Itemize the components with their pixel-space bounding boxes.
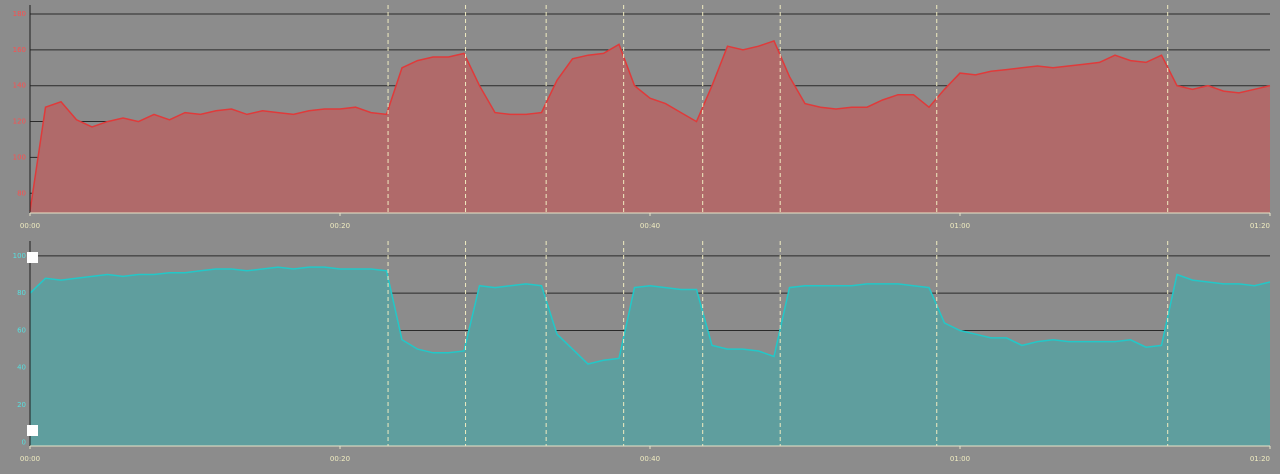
y-tick-label: 60 (17, 326, 26, 334)
range-handle-bottom[interactable] (27, 425, 38, 436)
y-tick-label: 140 (13, 82, 26, 90)
x-tick-label: 00:20 (330, 455, 350, 463)
area-fill (30, 267, 1270, 446)
x-tick-label: 00:20 (330, 222, 350, 230)
x-tick-label: 00:40 (640, 222, 660, 230)
x-tick-label: 01:00 (950, 455, 970, 463)
y-tick-label: 100 (13, 153, 26, 161)
x-tick-label: 00:00 (20, 222, 40, 230)
area-fill (30, 40, 1270, 214)
y-tick-label: 180 (13, 10, 26, 18)
y-tick-label: 100 (13, 252, 26, 260)
y-tick-label: 20 (17, 401, 26, 409)
plots: 80 100 120 140 160 180 00:00 00:20 00:40 01:00 01:… (13, 5, 1271, 463)
y-tick-label: 80 (17, 189, 26, 197)
y-tick-label: 120 (13, 118, 26, 126)
x-tick-label: 01:20 (1250, 222, 1270, 230)
y-tick-label: 0 (22, 438, 26, 446)
y-tick-label: 160 (13, 46, 26, 54)
x-tick-label: 00:00 (20, 455, 40, 463)
y-tick-label: 80 (17, 289, 26, 297)
range-handle-top[interactable] (27, 252, 38, 263)
area-line (29, 39, 1271, 212)
x-tick-label: 01:00 (950, 222, 970, 230)
x-tick-label: 00:40 (640, 455, 660, 463)
y-tick-label: 40 (17, 364, 26, 372)
x-tick-label: 01:20 (1250, 455, 1270, 463)
area-line (29, 266, 1271, 365)
